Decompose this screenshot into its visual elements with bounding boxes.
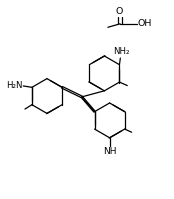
Text: H₂N: H₂N bbox=[6, 81, 22, 90]
Text: NH₂: NH₂ bbox=[113, 47, 129, 56]
Text: OH: OH bbox=[138, 19, 152, 28]
Text: NH: NH bbox=[103, 147, 116, 156]
Text: O: O bbox=[116, 7, 123, 16]
